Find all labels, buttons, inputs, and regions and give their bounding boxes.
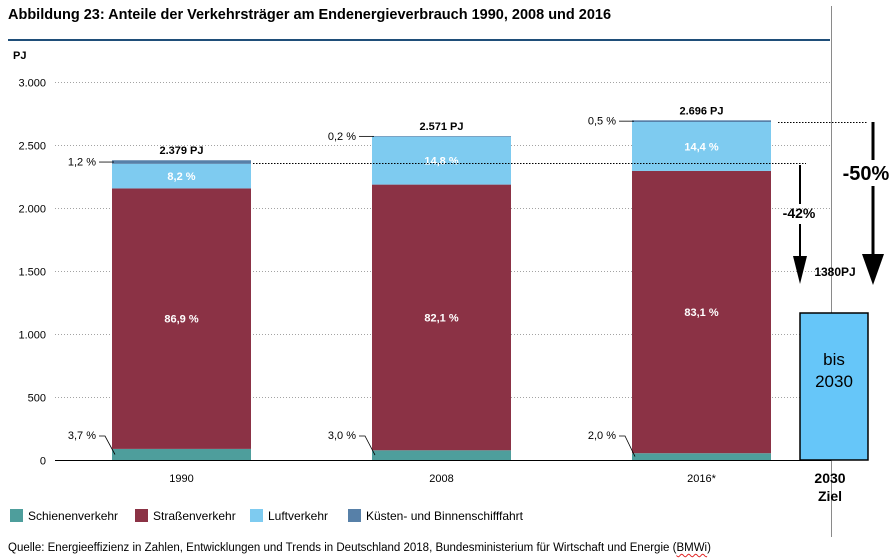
source-text: Quelle: Energieeffizienz in Zahlen, Entw… [8,542,677,554]
segment-label-luftverkehr-1990: 8,2 % [167,171,195,183]
leader-line [359,435,376,456]
segment-label-schienenverkehr-2008: 3,0 % [328,430,356,442]
y-tick-label: 2.500 [18,141,46,153]
legend-swatch-strassenverkehr [135,509,148,522]
target-bar [799,312,869,461]
total-label-2016: 2.696 PJ [679,105,723,117]
legend-label-schienenverkehr: Schienenverkehr [28,509,118,523]
bar-labels: 2.379 PJ 86,9 % 8,2 % 1,2 % 3,7 % 2.571 PJ 82,… [68,105,724,457]
segment-label-kuesten-und-binnenschifffahrt-1990: 1,2 % [68,157,96,169]
reduction-label-small: -42% [783,205,816,221]
source-note: Quelle: Energieeffizienz in Zahlen, Entw… [8,541,711,555]
reduction-label-big: -50% [843,163,890,185]
source-closing-paren: ) [707,542,711,554]
segment-label-strassenverkehr-2016: 83,1 % [684,307,718,319]
target-category-line2: Ziel [818,488,842,504]
legend-label-kuesten-binnenschifffahrt: Küsten- und Binnenschifffahrt [366,509,524,523]
segment-label-kuesten-und-binnenschifffahrt-2016: 0,5 % [588,116,616,128]
bar-segment-strassenverkehr-1990 [112,188,251,449]
legend: Schienenverkehr Straßenverkehr Luftverke… [10,509,524,523]
legend-item-schienenverkehr: Schienenverkehr [10,509,118,523]
bar-segment-kuesten-und-binnenschifffahrt-1990 [112,160,251,164]
y-axis-tick-labels: 0 500 1.000 1.500 2.000 2.500 3.000 [18,78,46,468]
segment-label-luftverkehr-2008: 14,8 % [424,156,458,168]
bar-segment-kuesten-und-binnenschifffahrt-2008 [372,136,511,137]
bar-segment-schienenverkehr-1990 [112,448,251,460]
y-tick-label: 1.500 [18,267,46,279]
segment-label-schienenverkehr-2016: 2,0 % [588,430,616,442]
leader-line [619,435,636,457]
stacked-bars [112,120,771,460]
total-label-1990: 2.379 PJ [159,145,203,157]
bar-segment-luftverkehr-2016 [632,122,771,171]
segment-label-strassenverkehr-1990: 86,9 % [164,314,198,326]
x-axis-tick-labels: 1990 2008 2016* [169,473,716,485]
arrow-down-icon [862,254,884,285]
arrow-down-icon [793,256,807,284]
bar-segment-schienenverkehr-2008 [372,450,511,460]
bar-segment-luftverkehr-2008 [372,136,511,185]
y-tick-label: 2.000 [18,204,46,216]
segment-label-strassenverkehr-2008: 82,1 % [424,312,458,324]
total-label-2008: 2.571 PJ [419,121,463,133]
x-tick-label-2008: 2008 [429,473,453,485]
y-tick-label: 1.000 [18,330,46,342]
target-box-text-line1: bis [823,350,845,369]
target-category-line1: 2030 [814,470,845,486]
legend-label-luftverkehr: Luftverkehr [268,509,328,523]
x-tick-label-2016: 2016* [687,473,716,485]
segment-label-luftverkehr-2016: 14,4 % [684,141,718,153]
reduction-arrow-big: -50% [843,122,890,285]
bar-segment-kuesten-und-binnenschifffahrt-2016 [632,120,771,123]
legend-item-strassenverkehr: Straßenverkehr [135,509,236,523]
chart-title: Abbildung 23: Anteile der Verkehrsträger… [8,7,611,23]
reduction-arrow-small: -42% [783,165,816,284]
target-2030: bis 2030 1380PJ 2030 Ziel [799,265,869,504]
target-box-text-line2: 2030 [815,372,853,391]
legend-label-strassenverkehr: Straßenverkehr [153,509,236,523]
segment-label-schienenverkehr-1990: 3,7 % [68,430,96,442]
legend-swatch-kuesten-binnenschifffahrt [348,509,361,522]
bar-segment-strassenverkehr-2008 [372,184,511,451]
y-tick-label: 500 [28,393,46,405]
bar-segment-luftverkehr-1990 [112,163,251,189]
x-tick-label-1990: 1990 [169,473,193,485]
legend-item-luftverkehr: Luftverkehr [250,509,328,523]
source-abbreviation: BMWi [676,542,708,554]
y-tick-label: 3.000 [18,78,46,90]
y-tick-label: 0 [40,456,46,468]
legend-swatch-luftverkehr [250,509,263,522]
legend-item-kuesten-binnenschifffahrt: Küsten- und Binnenschifffahrt [348,509,524,523]
legend-swatch-schienenverkehr [10,509,23,522]
y-axis-unit: PJ [13,50,26,62]
bar-segment-strassenverkehr-2016 [632,170,771,454]
bar-segment-schienenverkehr-2016 [632,453,771,460]
leader-line [99,435,116,455]
target-value-label: 1380PJ [814,265,855,279]
segment-label-kuesten-und-binnenschifffahrt-2008: 0,2 % [328,131,356,143]
